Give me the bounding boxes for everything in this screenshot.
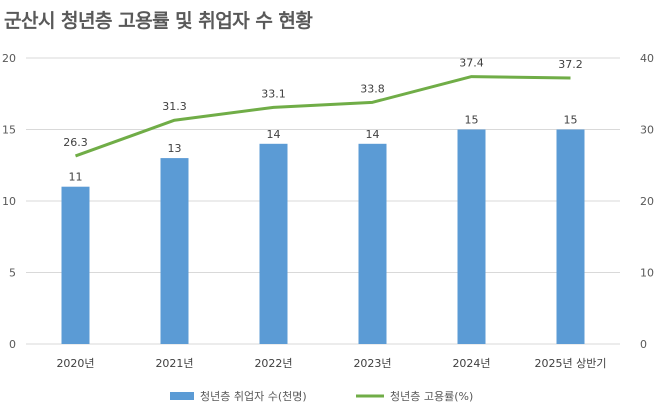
bar-data-label: 13 bbox=[168, 142, 182, 155]
bar-data-label: 14 bbox=[267, 128, 281, 141]
x-tick-label: 2024년 bbox=[452, 357, 490, 370]
bar bbox=[259, 143, 288, 344]
bar-data-label: 11 bbox=[69, 171, 83, 184]
chart-title: 군산시 청년층 고용률 및 취업자 수 현황 bbox=[4, 10, 313, 32]
line-data-label: 37.4 bbox=[459, 57, 484, 70]
bar bbox=[457, 129, 486, 344]
y-left-tick-label: 20 bbox=[2, 52, 16, 65]
x-tick-label: 2022년 bbox=[254, 357, 292, 370]
y-left-tick-label: 0 bbox=[9, 338, 16, 351]
bar bbox=[160, 158, 189, 344]
line-data-label: 33.8 bbox=[360, 82, 385, 95]
y-left-tick-label: 5 bbox=[9, 267, 16, 280]
line-series bbox=[74, 75, 571, 158]
line-data-label: 37.2 bbox=[558, 58, 583, 71]
line-data-label: 33.1 bbox=[261, 87, 286, 100]
bar bbox=[358, 143, 387, 344]
y-right-tick-label: 10 bbox=[640, 267, 654, 280]
line-data-label: 31.3 bbox=[162, 100, 187, 113]
y-right-tick-label: 20 bbox=[640, 195, 654, 208]
x-tick-label: 2020년 bbox=[56, 357, 94, 370]
bar-data-label: 15 bbox=[465, 114, 479, 127]
y-right-tick-label: 40 bbox=[640, 52, 654, 65]
bar bbox=[556, 129, 585, 344]
x-tick-label: 2021년 bbox=[155, 357, 193, 370]
y-left-tick-label: 15 bbox=[2, 124, 16, 137]
y-right-tick-label: 0 bbox=[640, 338, 647, 351]
x-tick-label: 2025년 상반기 bbox=[535, 357, 607, 370]
x-tick-label: 2023년 bbox=[353, 357, 391, 370]
bar bbox=[61, 186, 90, 344]
line-data-label: 26.3 bbox=[63, 136, 88, 149]
bar-data-label: 15 bbox=[564, 114, 578, 127]
legend-bar-swatch bbox=[170, 392, 194, 400]
y-left-tick-label: 10 bbox=[2, 195, 16, 208]
bar-data-label: 14 bbox=[366, 128, 380, 141]
legend-line-label: 청년층 고용률(%) bbox=[390, 390, 473, 403]
y-right-tick-label: 30 bbox=[640, 124, 654, 137]
legend-bar-label: 청년층 취업자 수(천명) bbox=[200, 389, 307, 403]
